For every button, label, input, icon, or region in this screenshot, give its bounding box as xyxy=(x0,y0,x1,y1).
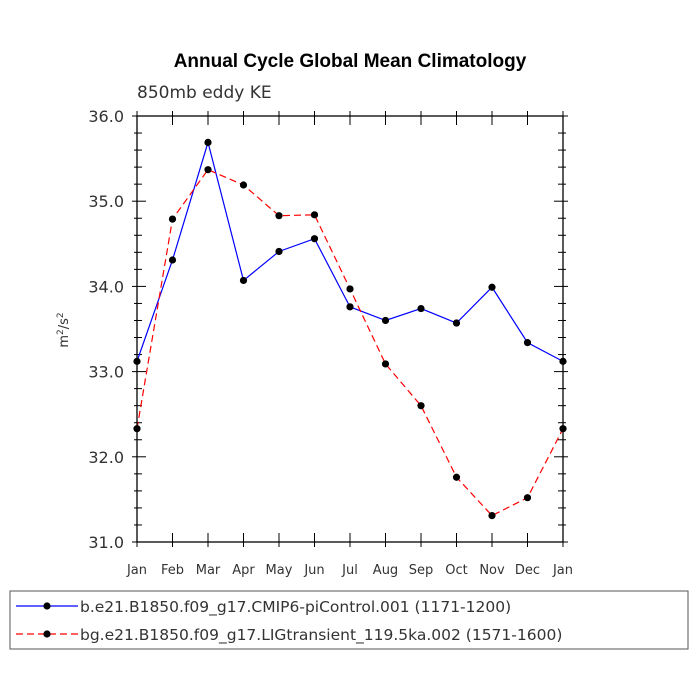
y-tick-label: 31.0 xyxy=(88,533,124,552)
data-point xyxy=(488,283,496,291)
y-tick-label: 33.0 xyxy=(88,363,124,382)
data-point xyxy=(239,181,248,189)
data-point xyxy=(275,212,283,220)
data-point xyxy=(310,211,319,219)
x-tick-label: Feb xyxy=(161,563,184,578)
legend: b.e21.B1850.f09_g17.CMIP6-piControl.001 … xyxy=(9,590,689,650)
series-line xyxy=(136,140,564,362)
y-tick-label: 36.0 xyxy=(88,107,124,126)
x-tick-label: Jul xyxy=(341,563,358,578)
data-point xyxy=(168,215,177,223)
data-point xyxy=(417,304,425,313)
y-axis-label: m2/s2 xyxy=(56,312,72,347)
legend-box xyxy=(9,590,689,650)
x-tick-labels: Jan Feb Mar Apr May Jun Jul Aug Sep Oct Nov Dec Jan xyxy=(126,563,573,578)
y-tick-labels: 31.0 32.0 33.0 34.0 35.0 36.0 xyxy=(88,107,124,552)
x-tick-label: Nov xyxy=(479,563,505,578)
x-tick-label: Aug xyxy=(373,563,398,578)
series-1 xyxy=(133,138,567,365)
data-point xyxy=(381,360,390,368)
x-tick-label: Apr xyxy=(232,563,255,578)
data-point xyxy=(523,339,532,347)
data-point xyxy=(204,138,212,147)
series-2 xyxy=(133,166,567,520)
data-point xyxy=(417,402,425,410)
series-line xyxy=(136,168,564,517)
x-tick-label: Jan xyxy=(126,563,147,578)
x-tick-label: Sep xyxy=(409,563,434,578)
x-tick-label: May xyxy=(266,563,293,578)
plot-frame xyxy=(136,115,564,543)
data-point xyxy=(168,256,177,264)
x-tick-label: Mar xyxy=(196,563,221,578)
data-point xyxy=(275,247,283,256)
legend-item-2: bg.e21.B1850.f09_g17.LIGtransient_119.5k… xyxy=(16,626,562,645)
data-point xyxy=(523,494,532,502)
legend-label: b.e21.B1850.f09_g17.CMIP6-piControl.001 … xyxy=(80,598,511,617)
y-tick-label: 34.0 xyxy=(88,277,124,296)
data-point xyxy=(488,511,496,520)
data-point xyxy=(310,235,319,243)
legend-swatch-marker xyxy=(43,630,51,638)
data-point xyxy=(452,473,461,481)
y-tick-label: 35.0 xyxy=(88,192,124,211)
data-point xyxy=(204,166,212,174)
y-tick-label: 32.0 xyxy=(88,448,124,467)
data-point xyxy=(346,303,354,311)
data-point xyxy=(239,276,248,285)
chart-subtitle: 850mb eddy KE xyxy=(137,83,272,103)
x-tick-label: Jan xyxy=(552,563,573,578)
x-tick-label: Jun xyxy=(303,563,324,578)
legend-item-1: b.e21.B1850.f09_g17.CMIP6-piControl.001 … xyxy=(16,598,511,617)
x-tick-label: Oct xyxy=(445,563,467,578)
x-tick-label: Dec xyxy=(515,563,540,578)
legend-label: bg.e21.B1850.f09_g17.LIGtransient_119.5k… xyxy=(80,626,562,645)
data-point xyxy=(452,319,461,327)
data-point xyxy=(346,285,354,293)
chart-title: Annual Cycle Global Mean Climatology xyxy=(174,51,527,72)
data-point xyxy=(381,316,390,325)
legend-swatch-marker xyxy=(43,602,51,610)
series-layer xyxy=(133,138,567,520)
